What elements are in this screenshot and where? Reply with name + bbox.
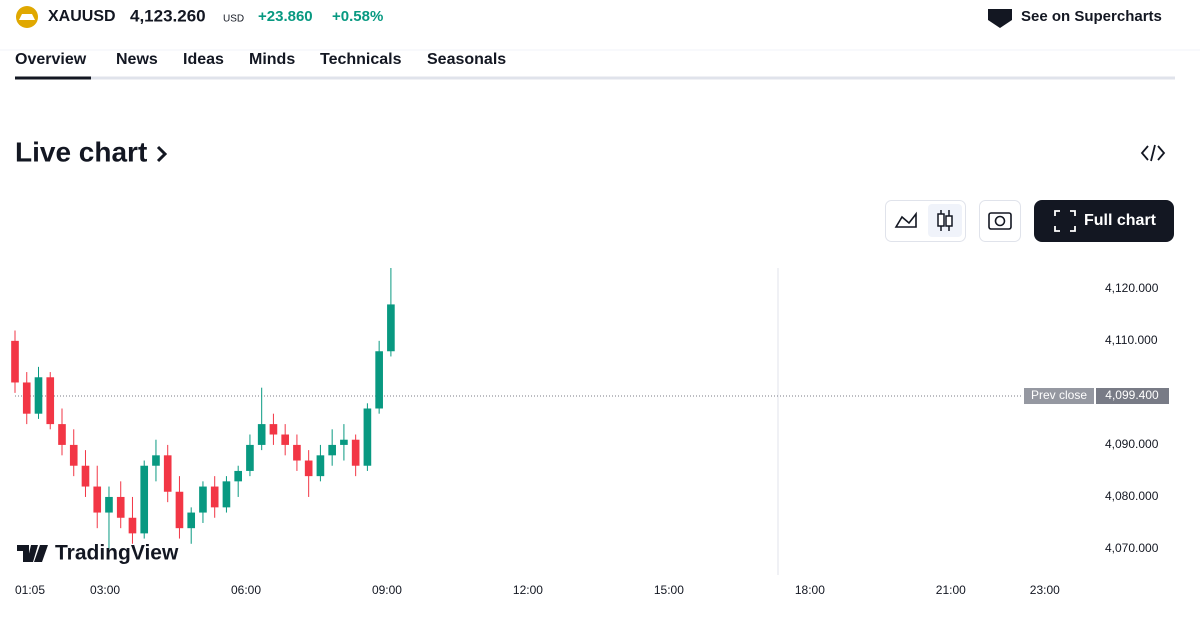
x-tick-label: 21:00 [936, 583, 966, 597]
candle-body [351, 439, 360, 466]
symbol[interactable]: XAUUSD [48, 8, 116, 25]
snapshot-button[interactable] [979, 200, 1021, 242]
x-tick-label: 09:00 [372, 583, 402, 597]
line-style-button[interactable] [894, 211, 917, 228]
y-tick-label: 4,070.000 [1105, 541, 1159, 555]
embed-button[interactable] [1140, 144, 1166, 162]
candle-body [187, 512, 196, 529]
x-tick-label: 12:00 [513, 583, 543, 597]
change: +23.860 [258, 8, 313, 25]
supercharts-icon[interactable] [988, 9, 1012, 28]
x-tick-label: 01:05 [15, 583, 45, 597]
y-tick-label: 4,080.000 [1105, 489, 1159, 503]
candle-body [46, 377, 55, 425]
section-arrow [156, 145, 168, 163]
prev-close-tag [1024, 388, 1094, 405]
candle-body [58, 424, 66, 445]
candle-icon-body [937, 213, 945, 227]
candle-body [328, 444, 336, 456]
tab[interactable]: Seasonals [427, 51, 506, 68]
full-chart-button[interactable] [1034, 200, 1174, 242]
camera-lens [994, 215, 1006, 227]
watermark: TradingView [55, 542, 179, 565]
candle-body [222, 481, 231, 508]
x-tick-label: 18:00 [795, 583, 825, 597]
candle-body [81, 465, 90, 487]
x-tick-label: 23:00 [1030, 583, 1060, 597]
y-tick-label: 4,090.000 [1105, 437, 1159, 451]
currency: USD [223, 14, 244, 25]
candle-body [69, 444, 78, 466]
full-chart-label[interactable]: Full chart [1084, 212, 1157, 229]
prev-close-value-tag [1096, 388, 1169, 405]
y-tick-label: 4,120.000 [1105, 281, 1159, 295]
candle-body [152, 455, 160, 466]
full-chart-icon [1054, 210, 1076, 232]
candle-body [140, 465, 149, 534]
camera-icon [988, 212, 1012, 230]
x-tick-label: 06:00 [231, 583, 261, 597]
symbol-icon-bars [19, 14, 35, 20]
candle-body [22, 382, 31, 414]
y-tick-label: 4,110.000 [1105, 333, 1158, 347]
candle-body [105, 496, 113, 513]
x-tick-label: 03:00 [90, 583, 120, 597]
candle-body [387, 304, 395, 352]
tab[interactable]: Minds [249, 51, 295, 68]
candle-body [199, 486, 207, 513]
candle-body [375, 351, 383, 409]
candle-style-button[interactable] [928, 204, 962, 237]
change-percent: +0.58% [332, 8, 383, 25]
candle-body [128, 517, 137, 534]
tab[interactable]: Ideas [183, 51, 224, 68]
candle-body [340, 439, 348, 445]
watermark-logo [17, 545, 48, 562]
x-tick-label: 15:00 [654, 583, 684, 597]
candle-body [116, 496, 125, 518]
candle-body [257, 424, 266, 445]
candle-body [281, 434, 289, 445]
price: 4,123.260 [130, 6, 206, 25]
prev-close-label: Prev close [1031, 388, 1087, 402]
section-title[interactable]: Live chart [15, 136, 147, 167]
candle-body [293, 444, 301, 461]
candle-body [234, 470, 243, 482]
candle-body [304, 460, 313, 477]
tab[interactable]: Technicals [320, 51, 402, 68]
prev-close-value: 4,099.400 [1105, 388, 1159, 402]
tab[interactable]: News [116, 51, 158, 68]
chart: 4,070.000 4,080.000 4,090.000 4,110.000 4,12… [11, 268, 1169, 597]
candle-body [316, 455, 325, 477]
tab[interactable]: Overview [15, 51, 87, 68]
supercharts-link[interactable]: See on Supercharts [1021, 8, 1162, 25]
candle-body [93, 486, 102, 513]
candle-body [363, 408, 372, 466]
tabs: Overview News Ideas Minds Technicals Seasonal… [15, 51, 506, 68]
candle-body [269, 424, 278, 435]
candle-body [175, 491, 184, 529]
candle-body [34, 377, 43, 414]
candle-body [163, 455, 172, 492]
candle-body [246, 444, 254, 471]
candle-icon-body [945, 215, 953, 227]
candle-body [11, 340, 19, 383]
candle-body [210, 486, 219, 508]
